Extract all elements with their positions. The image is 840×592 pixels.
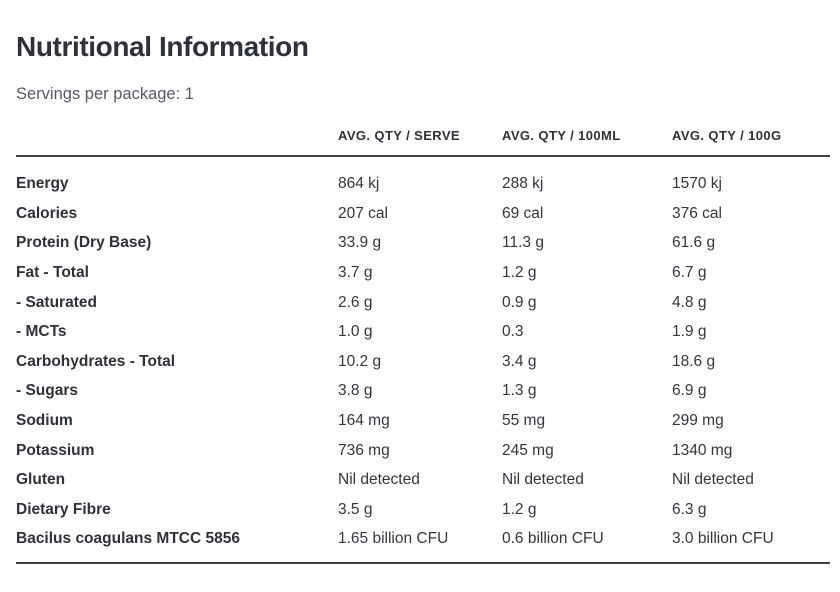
nutrient-label: Gluten <box>16 471 66 489</box>
nutrient-label: Sodium <box>16 411 73 429</box>
nutrient-label: - Saturated <box>16 293 97 311</box>
table-body: Energy 864 kj 288 kj 1570 kj Calories 20… <box>16 157 830 554</box>
table-row: Sodium 164 mg 55 mg 299 mg <box>16 406 830 436</box>
value-per-100ml: 0.3 <box>502 323 524 341</box>
table-row: - MCTs 1.0 g 0.3 1.9 g <box>16 317 830 347</box>
nutrient-label: Bacilus coagulans MTCC 5856 <box>16 530 240 548</box>
column-header-per-serve: AVG. QTY / SERVE <box>338 128 460 144</box>
value-per-serve: 207 cal <box>338 204 388 222</box>
nutrient-label: - MCTs <box>16 323 67 341</box>
value-per-serve: 864 kj <box>338 175 380 193</box>
nutrition-table: AVG. QTY / SERVE AVG. QTY / 100ML AVG. Q… <box>16 128 830 565</box>
value-per-100g: 4.8 g <box>672 293 707 311</box>
nutrient-label: Energy <box>16 175 69 193</box>
value-per-serve: 164 mg <box>338 411 390 429</box>
servings-per-package-text: Servings per package: 1 <box>16 84 194 103</box>
nutrient-label: Carbohydrates - Total <box>16 352 176 370</box>
table-row: Carbohydrates - Total 10.2 g 3.4 g 18.6 … <box>16 347 830 377</box>
value-per-serve: 3.7 g <box>338 263 373 281</box>
value-per-100g: 1570 kj <box>672 175 722 193</box>
value-per-100ml: 288 kj <box>502 175 544 193</box>
value-per-100ml: 1.2 g <box>502 500 537 518</box>
nutrient-label: Calories <box>16 204 78 222</box>
value-per-serve: 3.8 g <box>338 382 373 400</box>
value-per-serve: 33.9 g <box>338 234 382 252</box>
value-per-100ml: 3.4 g <box>502 352 537 370</box>
table-row: - Sugars 3.8 g 1.3 g 6.9 g <box>16 377 830 407</box>
table-row: Energy 864 kj 288 kj 1570 kj <box>16 169 830 199</box>
table-bottom-rule <box>16 562 830 565</box>
value-per-100g: Nil detected <box>672 471 754 489</box>
value-per-100g: 18.6 g <box>672 352 716 370</box>
column-header-per-100ml: AVG. QTY / 100ML <box>502 128 621 144</box>
value-per-100g: 1340 mg <box>672 441 733 459</box>
value-per-100ml: 0.9 g <box>502 293 537 311</box>
value-per-100ml: 0.6 billion CFU <box>502 530 604 548</box>
value-per-100g: 6.9 g <box>672 382 707 400</box>
nutrient-label: Protein (Dry Base) <box>16 234 152 252</box>
value-per-100ml: 1.2 g <box>502 263 537 281</box>
value-per-100g: 3.0 billion CFU <box>672 530 774 548</box>
value-per-serve: 10.2 g <box>338 352 382 370</box>
value-per-100ml: 245 mg <box>502 441 554 459</box>
value-per-100g: 61.6 g <box>672 234 716 252</box>
column-header-per-100g: AVG. QTY / 100G <box>672 128 782 144</box>
table-row: Calories 207 cal 69 cal 376 cal <box>16 199 830 229</box>
value-per-100g: 1.9 g <box>672 323 707 341</box>
value-per-100g: 6.7 g <box>672 263 707 281</box>
value-per-100g: 6.3 g <box>672 500 707 518</box>
nutrient-label: Potassium <box>16 441 95 459</box>
value-per-serve: 2.6 g <box>338 293 373 311</box>
value-per-serve: 1.0 g <box>338 323 373 341</box>
table-row: - Saturated 2.6 g 0.9 g 4.8 g <box>16 288 830 318</box>
value-per-100g: 376 cal <box>672 204 722 222</box>
value-per-serve: 1.65 billion CFU <box>338 530 449 548</box>
nutrient-label: - Sugars <box>16 382 79 400</box>
table-row: Fat - Total 3.7 g 1.2 g 6.7 g <box>16 258 830 288</box>
table-header-row: AVG. QTY / SERVE AVG. QTY / 100ML AVG. Q… <box>16 128 830 158</box>
table-row: Dietary Fibre 3.5 g 1.2 g 6.3 g <box>16 495 830 525</box>
value-per-serve: 736 mg <box>338 441 390 459</box>
value-per-serve: Nil detected <box>338 471 420 489</box>
value-per-serve: 3.5 g <box>338 500 373 518</box>
value-per-100ml: 69 cal <box>502 204 544 222</box>
value-per-100ml: 55 mg <box>502 411 546 429</box>
value-per-100ml: Nil detected <box>502 471 584 489</box>
value-per-100g: 299 mg <box>672 411 724 429</box>
page-title: Nutritional Information <box>16 31 309 62</box>
table-row: Potassium 736 mg 245 mg 1340 mg <box>16 436 830 466</box>
value-per-100ml: 11.3 g <box>502 234 544 252</box>
table-row: Gluten Nil detected Nil detected Nil det… <box>16 465 830 495</box>
table-row: Bacilus coagulans MTCC 5856 1.65 billion… <box>16 525 830 555</box>
value-per-100ml: 1.3 g <box>502 382 537 400</box>
nutrient-label: Fat - Total <box>16 263 89 281</box>
table-row: Protein (Dry Base) 33.9 g 11.3 g 61.6 g <box>16 229 830 259</box>
nutrient-label: Dietary Fibre <box>16 500 111 518</box>
